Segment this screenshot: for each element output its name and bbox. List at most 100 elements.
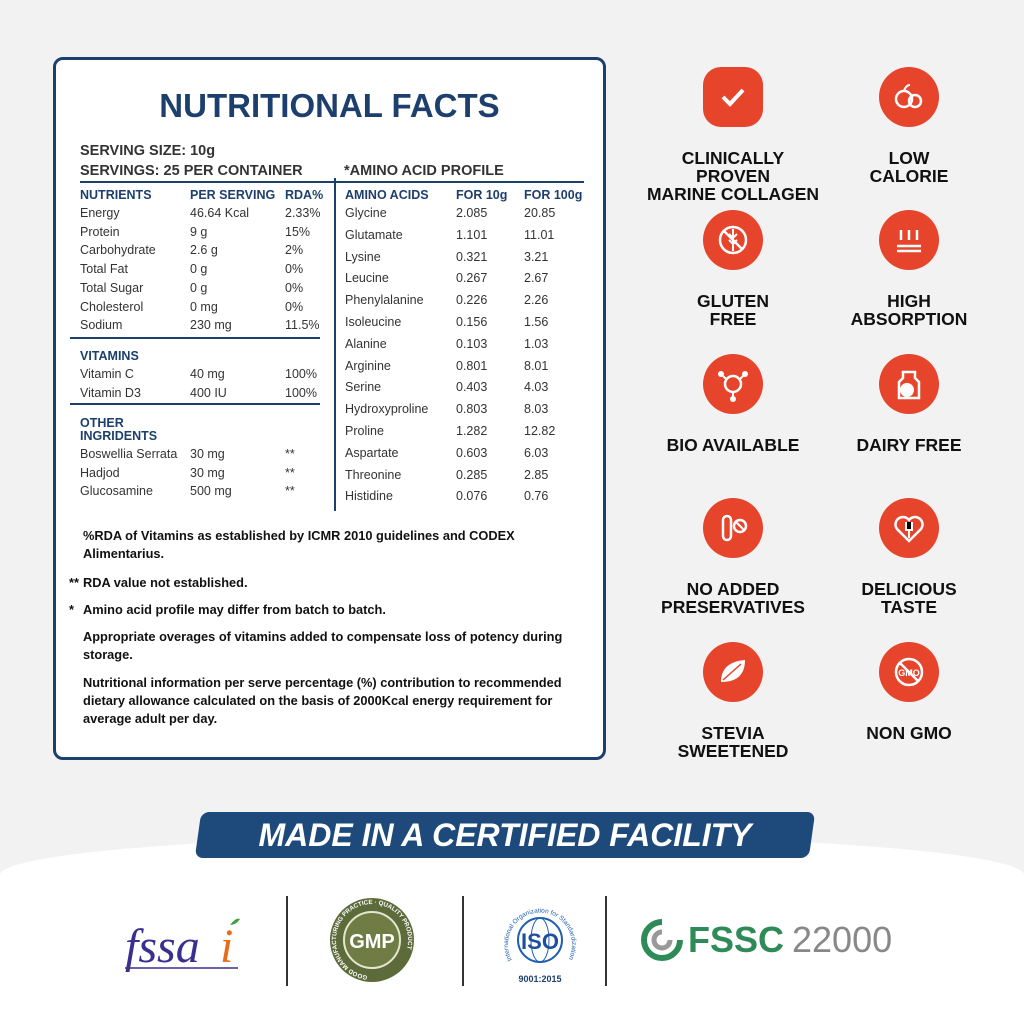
feature-label-line: FREE [709,309,757,329]
nutrition-facts-card: NUTRITIONAL FACTS SERVING SIZE: 10g SERV… [53,57,606,760]
svg-text:GMO: GMO [898,668,920,678]
cell: 11.01 [524,227,555,242]
cell: Hydroxyproline [345,402,429,417]
feature-label-line: HIGH [887,291,931,311]
note: Nutritional information per serve percen… [83,674,593,728]
cell: 1.282 [456,424,488,438]
feature-label: CLINICALLY PROVEN MARINE COLLAGEN [643,149,823,203]
servings: SERVINGS: 25 PER CONTAINER [80,163,303,179]
feature-label: GLUTEN FREE [643,292,823,328]
table-row: Glycine 2.085 20.85 [56,206,603,224]
cell: Phenylalanine [345,293,424,308]
feature-label-line: GLUTEN [697,291,769,311]
feature-check-badge: CLINICALLY PROVEN MARINE COLLAGEN [643,67,823,203]
feature-label: DELICIOUS TASTE [819,580,999,616]
cell: 0% [285,280,304,295]
cell: 1.56 [524,315,549,329]
table-row: Glucosamine 500 mg ** [56,484,603,502]
cell: 40 mg [190,367,225,381]
table-row: Vitamin C 40 mg 100% [56,367,603,385]
cell: 0.285 [456,467,488,482]
table-row: Cholesterol 0 mg 0% [56,300,603,318]
section-header: OTHER [80,416,124,430]
divider [70,337,320,339]
feature-label-line: LOW [888,148,930,168]
asterisk: ** [69,575,79,590]
test-tube-ban-icon [703,498,763,558]
background-curve [0,835,1024,1024]
cell: 2.085 [456,206,488,220]
section-header: INGRIDENTS [80,429,158,443]
note: ** RDA value not established. [69,574,593,592]
divider [70,403,320,405]
feature-gluten-free: GLUTEN FREE [643,210,823,328]
page-title: NUTRITIONAL FACTS [159,87,500,124]
feature-test-tube-ban: NO ADDED PRESERVATIVES [643,498,823,616]
cell: 8.03 [524,402,549,417]
cell: Total Fat [80,262,128,277]
cell: 0.226 [456,293,488,308]
cell: 20.85 [524,206,556,220]
feature-label: HIGH ABSORPTION [819,292,999,328]
cell: 3.21 [524,249,549,264]
cell: Lysine [345,249,381,264]
apple-icon [879,67,939,127]
cell: 2.85 [524,467,549,482]
cell: 12.82 [524,424,556,438]
banner-text: MADE IN A CERTIFIED FACILITY [258,817,752,853]
iso-number: 9001:2015 [518,974,561,984]
column-header: PER SERVING [190,188,276,202]
table-row: Energy 46.64 Kcal 2.33% [56,206,603,224]
feature-label: NON GMO [819,724,999,742]
cell: Histidine [345,489,393,504]
cell: 100% [285,385,317,400]
table-row: Histidine 0.076 0.76 [56,489,603,507]
divider [80,181,584,183]
separator [462,896,464,986]
cell: Aspartate [345,445,399,460]
cell: 11.5% [285,318,320,333]
cell: 0% [285,299,304,314]
cell: 0.801 [456,358,488,373]
fssc-number: 22000 [792,919,893,960]
cell: 2% [285,243,304,258]
cell: 400 IU [190,385,227,400]
cell: Glucosamine [80,484,153,499]
cell: Sodium [80,318,123,333]
cell: Glycine [345,206,387,220]
cell: 0.076 [456,489,488,504]
table-row: Threonine 0.285 2.85 [56,468,603,486]
cell: 1.03 [524,336,549,351]
cell: 0.321 [456,249,488,264]
feature-label-line: MARINE COLLAGEN [646,184,820,204]
cell: 4.03 [524,380,549,395]
feature-label-line: DELICIOUS [861,579,957,599]
dairy-free-icon [879,354,939,414]
table-row: Lysine 0.321 3.21 [56,250,603,268]
column-header: AMINO ACIDS [345,188,429,202]
section-header: VITAMINS [80,349,139,363]
table-row: Aspartate 0.603 6.03 [56,446,603,464]
cell: 0.156 [456,315,488,329]
note: %RDA of Vitamins as established by ICMR … [83,527,593,563]
cell: Energy [80,206,120,220]
fssai-logo: fssa i [120,910,250,980]
column-header: NUTRIENTS [80,188,152,202]
cell: ** [285,484,295,499]
cell: 0.603 [456,445,488,460]
feature-label-line: CLINICALLY PROVEN [681,148,785,186]
cell: 0.103 [456,336,488,351]
cell: 0% [285,262,304,277]
cell: ** [285,465,295,480]
feature-label-line: PRESERVATIVES [661,597,805,617]
feature-label-line: CALORIE [869,166,949,186]
cell: Alanine [345,336,387,351]
cell: Serine [345,380,382,395]
cell: 230 mg [190,318,232,333]
cell: Proline [345,424,384,438]
cell: 0.76 [524,489,549,504]
cell: 2.33% [285,206,321,220]
cell: 46.64 Kcal [190,206,250,220]
table-row: Isoleucine 0.156 1.56 [56,315,603,333]
table-row: Alanine 0.103 1.03 [56,337,603,355]
